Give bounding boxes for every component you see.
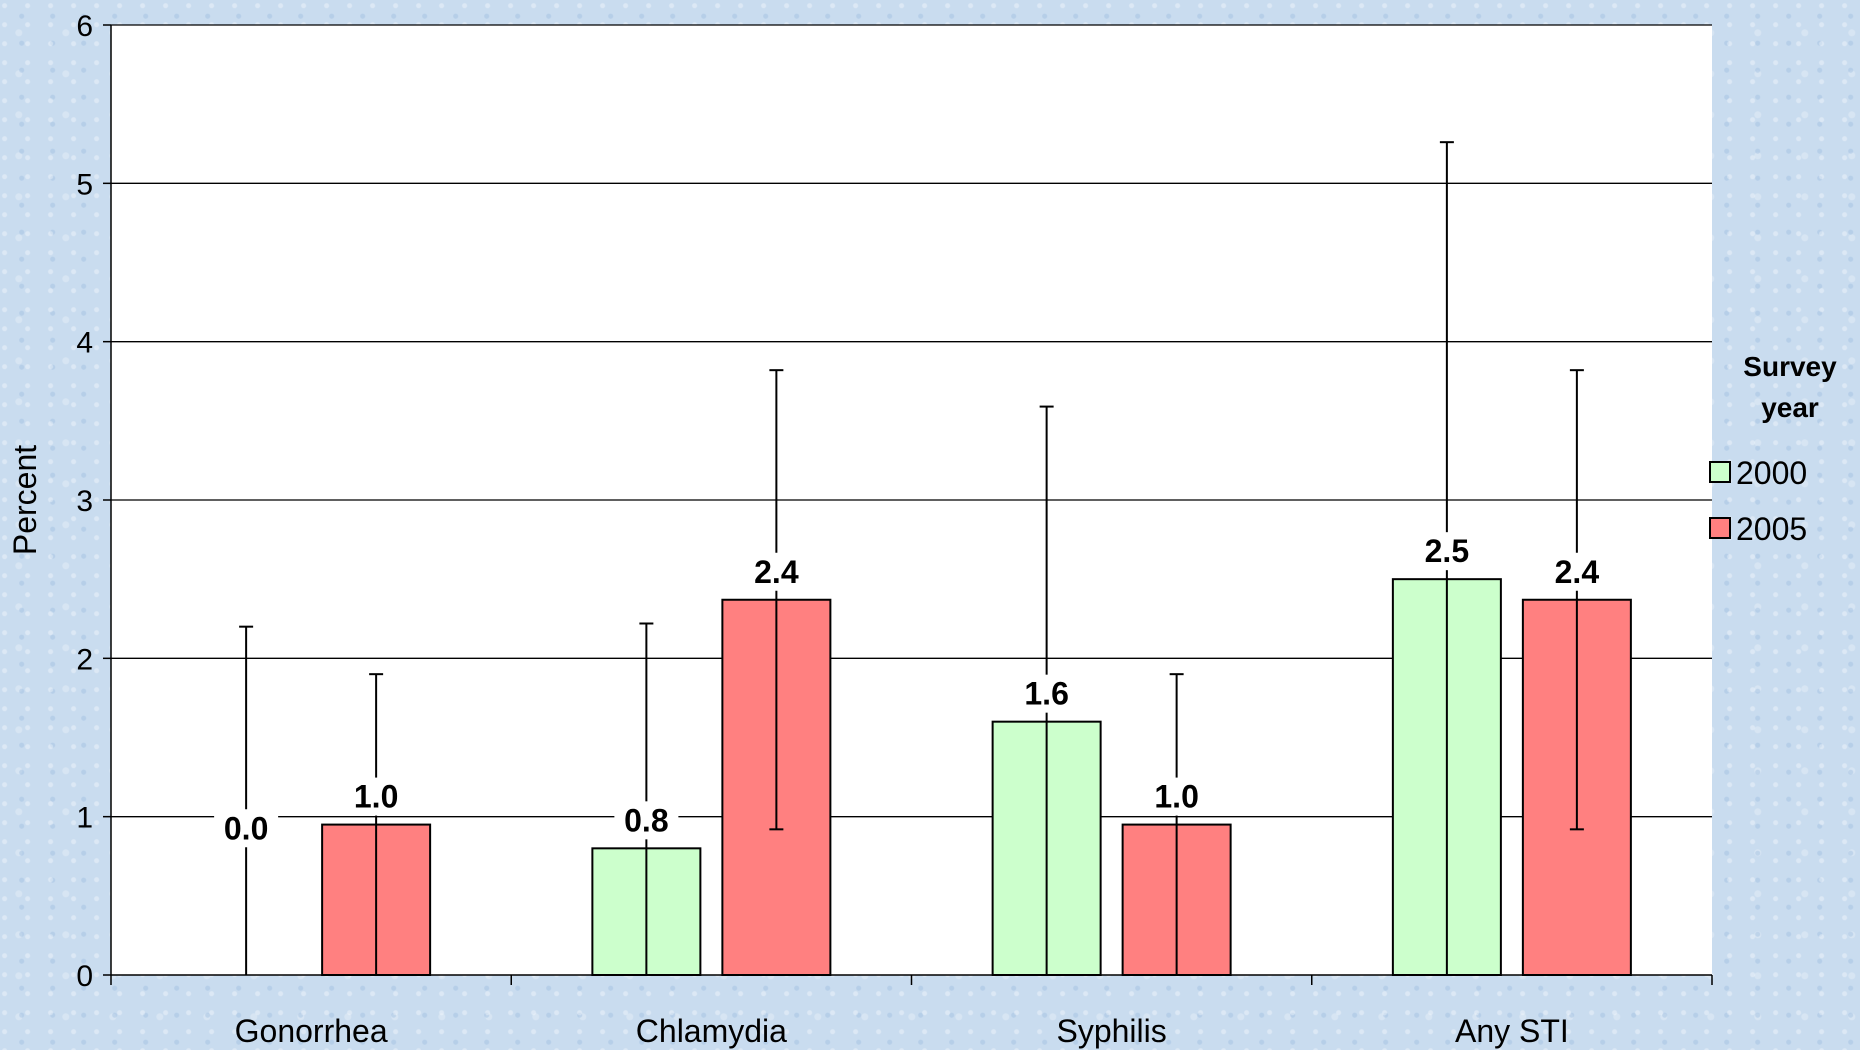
legend-label-2000: 2000 xyxy=(1736,455,1807,491)
legend-swatch-2000 xyxy=(1709,461,1731,483)
y-tick-label-6: 6 xyxy=(76,10,93,43)
data-label-bg-2005-syphilis xyxy=(1144,777,1209,816)
category-label-chlamydia: Chlamydia xyxy=(636,1013,787,1049)
data-labels: 0.0 1.0 0.8 2.4 1.6 1.0 2.5 2.4 xyxy=(214,532,1609,848)
y-axis-title: Percent xyxy=(7,445,43,555)
data-label-bg-2000-gonorrhea xyxy=(214,809,279,848)
data-label-2005-gonorrhea: 1.0 xyxy=(354,779,398,815)
data-label-2005-any-sti: 2.4 xyxy=(1555,554,1600,590)
y-tick-label-0: 0 xyxy=(76,960,93,993)
y-tick-labels: 0 1 2 3 4 5 6 xyxy=(76,10,93,993)
data-label-bg-2000-chlamydia xyxy=(614,801,679,840)
data-label-bg-2005-any-sti xyxy=(1544,552,1609,591)
legend: Survey year 2000 2005 xyxy=(1709,351,1837,547)
legend-swatch-2005 xyxy=(1709,517,1731,539)
data-label-2000-any-sti: 2.5 xyxy=(1425,533,1469,569)
category-label-gonorrhea: Gonorrhea xyxy=(235,1013,388,1049)
y-tick-label-5: 5 xyxy=(76,168,93,201)
data-label-bg-2000-syphilis xyxy=(1014,674,1079,713)
data-label-2005-syphilis: 1.0 xyxy=(1154,779,1198,815)
legend-label-2005: 2005 xyxy=(1736,511,1807,547)
category-label-any-sti: Any STI xyxy=(1455,1013,1569,1049)
data-label-2000-chlamydia: 0.8 xyxy=(624,802,668,838)
y-tick-label-1: 1 xyxy=(76,802,93,835)
axes xyxy=(103,24,1713,985)
data-label-2000-syphilis: 1.6 xyxy=(1024,676,1068,712)
gridlines xyxy=(111,24,1712,818)
data-label-2000-gonorrhea: 0.0 xyxy=(224,810,268,846)
y-tick-label-2: 2 xyxy=(76,643,93,676)
y-tick-label-4: 4 xyxy=(76,327,93,360)
category-labels: Gonorrhea Chlamydia Syphilis Any STI xyxy=(235,1013,1569,1049)
data-label-bg-2000-any-sti xyxy=(1414,532,1479,571)
data-label-bg-2005-chlamydia xyxy=(744,552,809,591)
category-label-syphilis: Syphilis xyxy=(1056,1013,1166,1049)
data-label-2005-chlamydia: 2.4 xyxy=(754,554,799,590)
legend-title-line2: year xyxy=(1761,392,1819,423)
legend-title-line1: Survey xyxy=(1743,351,1837,382)
y-tick-label-3: 3 xyxy=(76,485,93,518)
data-label-bg-2005-gonorrhea xyxy=(344,777,409,816)
